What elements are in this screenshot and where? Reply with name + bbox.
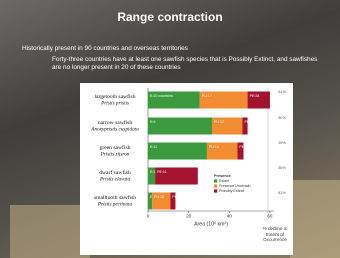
- segment-label: PU:12: [154, 195, 164, 199]
- bullet: Historically present in 90 countries and…: [22, 45, 188, 52]
- category-subtitle: Pristis pristis: [100, 101, 129, 107]
- segment-label: PU:12: [214, 120, 224, 124]
- x-tick-label: 0: [147, 214, 150, 219]
- segment-label: E:20 countries: [150, 94, 173, 98]
- bar-segment: [148, 118, 212, 135]
- legend-label: Presence Uncertain: [219, 184, 251, 188]
- x-axis-label: Area (10⁶ km²): [194, 221, 228, 227]
- legend-label: Extant: [219, 179, 229, 183]
- segment-label: E:11: [150, 145, 157, 149]
- decline-value: 39%: [278, 141, 286, 145]
- segment-label: PE:1: [245, 120, 253, 124]
- category-subtitle: Pristis pectinata: [97, 202, 133, 208]
- decline-value: 81%: [278, 191, 286, 195]
- legend-swatch: [214, 184, 217, 187]
- legend-label: Possibly Extinct: [219, 189, 244, 193]
- category-label: largetooth sawfish: [94, 93, 135, 100]
- decline-header: % decline in Extent of Occurrence: [258, 226, 292, 243]
- segment-label: PU:14: [209, 145, 219, 149]
- slide-title: Range contraction: [0, 10, 340, 24]
- legend-swatch: [214, 189, 217, 192]
- category-subtitle: Pristis zijsron: [100, 152, 130, 158]
- category-subtitle: Pristis clavata: [99, 177, 131, 183]
- segment-label: E:1: [150, 170, 155, 174]
- segment-label: PE:2: [239, 145, 247, 149]
- category-label: green sawfish: [100, 144, 131, 151]
- category-label: narrow sawfish: [98, 119, 133, 126]
- segment-label: PE:26: [172, 195, 182, 199]
- legend-title: Presence: [214, 174, 231, 178]
- chart: 0204060Area (10⁶ km²)largetooth sawfishP…: [0, 0, 340, 258]
- segment-label: PU:17: [202, 94, 212, 98]
- category-label: smalltooth sawfish: [94, 194, 136, 201]
- decline-value: 30%: [278, 166, 286, 170]
- category-subtitle: Anoxypristis cuspidata: [90, 127, 139, 133]
- segment-label: PE:28: [250, 94, 260, 98]
- legend-swatch: [214, 179, 217, 182]
- segment-label: E:9: [150, 120, 155, 124]
- x-tick-label: 20: [186, 214, 192, 219]
- segment-label: PE:11: [157, 170, 167, 174]
- category-label: dwarf sawfish: [99, 169, 131, 176]
- decline-value: 61%: [278, 90, 286, 94]
- x-tick-label: 60: [267, 214, 273, 219]
- sand: [10, 205, 90, 258]
- sand: [290, 180, 340, 258]
- slide: 0204060Area (10⁶ km²)largetooth sawfishP…: [0, 0, 340, 258]
- decline-value: 30%: [278, 116, 286, 120]
- sub-bullet: Forty-three countries have at least one …: [52, 56, 322, 72]
- x-tick-label: 40: [227, 214, 233, 219]
